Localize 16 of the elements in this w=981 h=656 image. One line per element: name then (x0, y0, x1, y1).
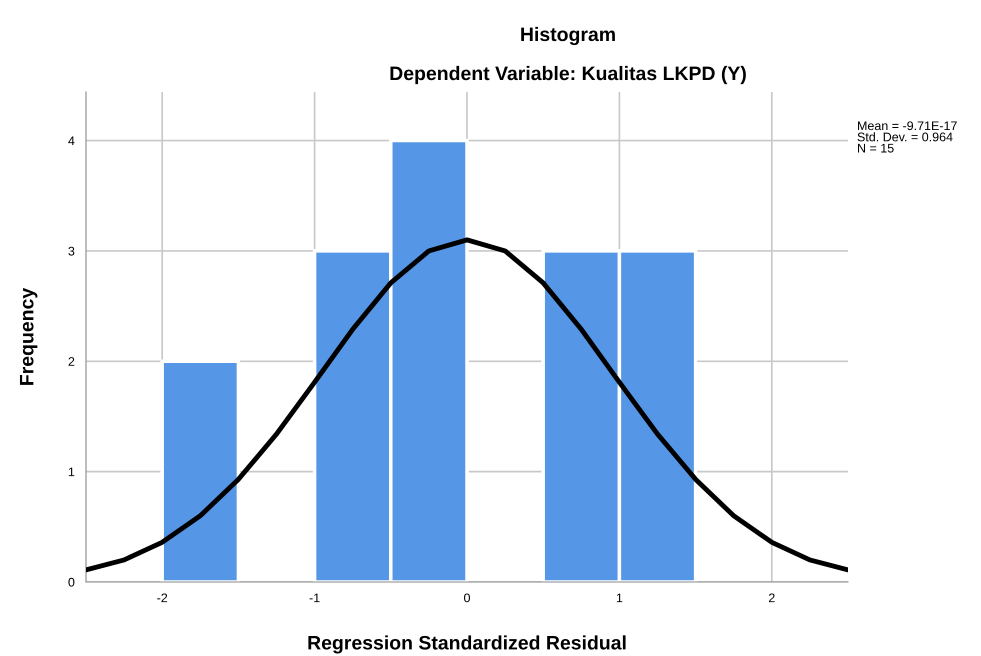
y-tick-label: 2 (68, 357, 74, 366)
text: Mean = -9.71E-17 Std. Dev. = 0.964 N = 15 (858, 121, 957, 153)
x-axis-title: Regression Standardized Residual (308, 635, 626, 654)
chart-title: Histogram (521, 26, 615, 46)
x-tick-label: 1 (616, 594, 622, 602)
x-tick-label: -2 (157, 593, 168, 602)
y-tick-label: 4 (68, 136, 75, 146)
chart-subtitle: Dependent Variable: Kualitas LKPD (Y) (390, 66, 746, 84)
y-axis-title: Frequency (20, 288, 38, 385)
y-tick-label: 3 (68, 246, 74, 256)
y-tick-label: 0 (68, 578, 74, 587)
line-series (86, 237, 848, 572)
x-tick-label: 0 (464, 593, 470, 602)
x-tick-label: 2 (768, 593, 775, 602)
y-tick-label: 1 (68, 468, 74, 476)
x-tick-label: -1 (310, 594, 320, 602)
